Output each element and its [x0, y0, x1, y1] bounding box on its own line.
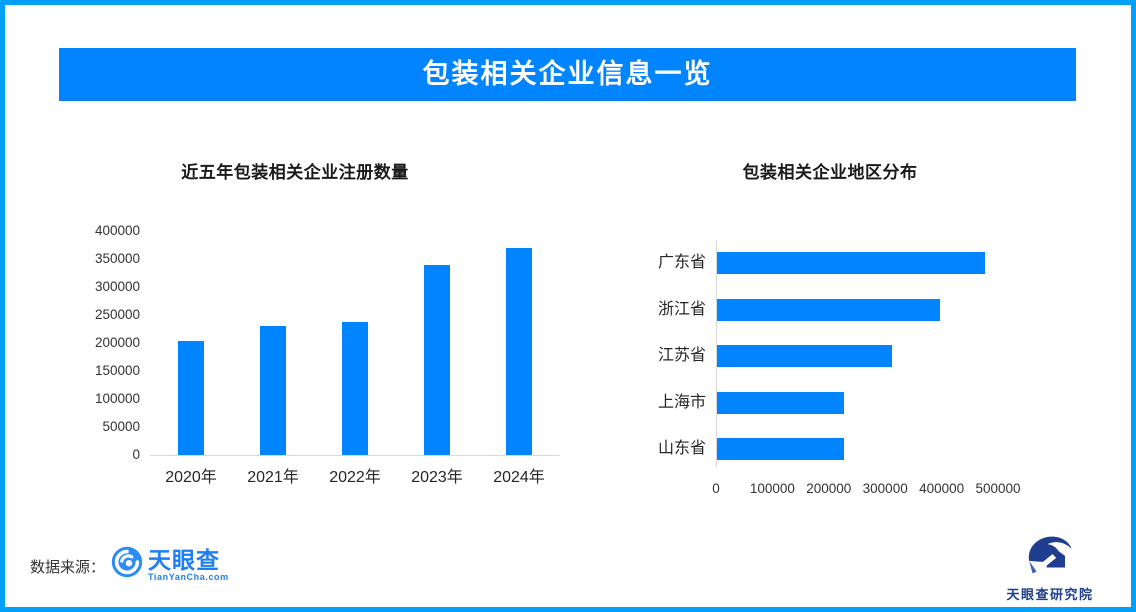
y-axis-tick-label: 300000 — [94, 279, 140, 294]
data-source-label: 数据来源： — [30, 559, 106, 576]
registration-chart-title: 近五年包装相关企业注册数量 — [181, 163, 409, 182]
x-axis-category-label: 2022年 — [329, 469, 381, 486]
x-axis-tick-label: 100000 — [749, 481, 795, 496]
y-axis-tick-label: 250000 — [94, 307, 140, 322]
x-axis-category-label: 2021年 — [247, 469, 299, 486]
y-axis-tick-label: 350000 — [94, 251, 140, 266]
column-bar — [424, 264, 450, 455]
tianyancha-wordmark: 天眼查 TianYanCha.com — [148, 548, 229, 582]
y-axis-category-label: 江苏省 — [657, 347, 706, 364]
column-bar — [506, 247, 532, 455]
y-axis-category-label: 广东省 — [657, 254, 706, 271]
y-axis-tick-label: 400000 — [94, 223, 140, 238]
y-axis-tick-label: 0 — [132, 447, 140, 462]
region-bar — [717, 298, 940, 321]
y-axis-tick-label: 50000 — [102, 419, 140, 434]
y-axis-tick-label: 100000 — [94, 391, 140, 406]
region-chart-plot: 广东省浙江省江苏省上海市山东省 0 100000 200000 300000 400000… — [640, 230, 1120, 520]
y-axis-line — [716, 240, 717, 467]
column-bar — [342, 322, 368, 455]
page-title: 包装相关企业信息一览 — [422, 59, 713, 89]
registration-chart-plot: 0 50000 100000 150000 200000 250000 300000 3500… — [60, 222, 590, 512]
region-bar — [717, 252, 986, 274]
x-axis-tick-label: 300000 — [862, 481, 908, 496]
header-banner: 包装相关企业信息一览 — [59, 48, 1076, 101]
y-axis-category-label: 浙江省 — [657, 300, 706, 318]
region-bar — [717, 391, 845, 414]
x-axis-category-label: 2024年 — [493, 469, 545, 486]
x-axis-tick-label: 400000 — [919, 481, 965, 496]
tianyancha-logo: 天眼查 TianYanCha.com — [111, 546, 229, 583]
tianyancha-domain: TianYanCha.com — [148, 571, 229, 582]
region-bar — [717, 438, 844, 460]
tianyancha-eye-icon — [111, 546, 143, 583]
x-axis-category-label: 2023年 — [411, 469, 463, 486]
y-axis-category-label: 山东省 — [657, 440, 706, 457]
institute-swoosh-icon — [1025, 536, 1075, 581]
x-axis-line — [150, 455, 560, 456]
x-axis-tick-label: 200000 — [806, 481, 852, 496]
y-axis-tick-label: 200000 — [94, 335, 140, 350]
x-axis-tick-label: 500000 — [975, 481, 1021, 496]
institute-logo: 天眼查研究院 — [990, 533, 1110, 603]
x-axis-category-label: 2020年 — [165, 469, 217, 486]
y-axis-tick-label: 150000 — [94, 363, 140, 378]
column-bar — [260, 326, 286, 455]
y-axis-category-label: 上海市 — [657, 393, 706, 411]
tianyancha-brand-name: 天眼查 — [148, 546, 220, 573]
region-bar — [717, 345, 892, 367]
region-chart-title: 包装相关企业地区分布 — [742, 163, 918, 182]
column-bar — [178, 341, 204, 455]
x-axis-tick-label: 0 — [712, 481, 720, 496]
institute-name: 天眼查研究院 — [1006, 587, 1094, 602]
